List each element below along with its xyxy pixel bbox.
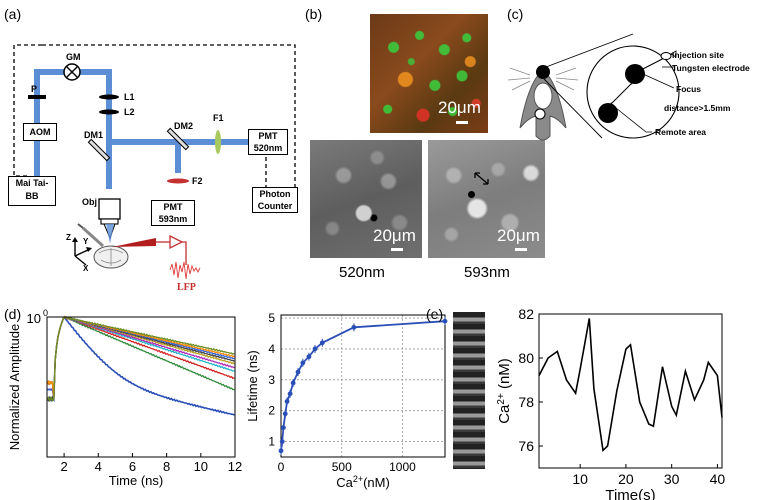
lfp-label: LFP bbox=[177, 282, 196, 293]
injection-site-label: Injection site bbox=[672, 50, 724, 60]
scale-label-520: 20μm bbox=[373, 226, 416, 245]
ca-xtick-label-0: 10 bbox=[572, 471, 588, 487]
photon-counter-box: Photon Counter bbox=[252, 187, 298, 213]
micrograph-593nm: 20μm bbox=[428, 140, 545, 258]
decay-ylabel: Normalized Amplitude bbox=[7, 324, 22, 450]
panel-label-a: (a) bbox=[4, 6, 22, 22]
decay-xtick-label-2: 6 bbox=[129, 459, 136, 474]
linescan-image bbox=[453, 312, 485, 469]
caption-520nm: 520nm bbox=[339, 264, 385, 281]
lifetime-xtick-label-1: 500 bbox=[332, 460, 352, 474]
decay-xtick-label-0: 2 bbox=[60, 459, 67, 474]
focus-label: Focus bbox=[676, 84, 702, 94]
lifetime-ytick-label-2: 3 bbox=[268, 373, 275, 387]
double-arrow-icon bbox=[474, 172, 489, 185]
decay-xtick-label-3: 8 bbox=[163, 459, 170, 474]
focus-dot bbox=[468, 191, 475, 198]
pmt520-box: PMT 520nm bbox=[248, 129, 288, 155]
decay-series-1 bbox=[46, 316, 235, 416]
l1-label: L1 bbox=[124, 92, 135, 102]
ca-ytick-label-1: 78 bbox=[518, 394, 534, 410]
decay-series-5 bbox=[46, 315, 235, 399]
scale-bar-593 bbox=[515, 248, 527, 251]
ca-xlabel: Time(s) bbox=[605, 487, 655, 500]
panel-label-c: (c) bbox=[507, 6, 524, 22]
decay-series-10 bbox=[46, 316, 235, 403]
ca-xtick-label-2: 30 bbox=[664, 471, 680, 487]
ca-xtick-label-1: 20 bbox=[618, 471, 634, 487]
distance-label: distance>1.5mm bbox=[664, 103, 731, 113]
aom-box: AOM bbox=[23, 123, 57, 141]
pmt593-box: PMT 593nm bbox=[151, 200, 195, 226]
ca-ytick-label-2: 80 bbox=[518, 350, 534, 366]
ca-ytick-label-3: 82 bbox=[518, 306, 534, 322]
lifetime-ytick-label-4: 5 bbox=[268, 311, 275, 325]
calcium-trace-chart: 76 78 80 82 10 20 30 40 Time(s) Ca2+ (nM) bbox=[496, 306, 726, 500]
decay-series-9 bbox=[46, 316, 235, 399]
panel-label-d: (d) bbox=[4, 306, 22, 322]
ca-series-line bbox=[538, 318, 723, 453]
lifetime-ytick-label-1: 2 bbox=[268, 404, 275, 418]
dm2-label: DM2 bbox=[174, 121, 194, 131]
decay-xlabel: Time (ns) bbox=[109, 473, 163, 488]
ca-ytick-label-0: 76 bbox=[518, 438, 534, 454]
decay-series-3 bbox=[46, 316, 235, 399]
f1-label: F1 bbox=[213, 113, 224, 123]
scale-label-593: 20μm bbox=[497, 226, 540, 245]
decay-xtick-label-1: 4 bbox=[95, 459, 102, 474]
ca-xtick-label-3: 40 bbox=[710, 471, 726, 487]
axis-x-label: X bbox=[83, 264, 89, 273]
decay-ytick-label-top: 10 bbox=[27, 311, 41, 326]
ca-ylabel: Ca2+ (nM) bbox=[496, 358, 514, 424]
decay-ytick-exponent: 0 bbox=[43, 308, 48, 318]
lifetime-ylabel: Lifetime (ns) bbox=[245, 350, 260, 422]
obj-label: Obj bbox=[82, 197, 97, 207]
dm1-label: DM1 bbox=[84, 130, 104, 140]
tungsten-electrode-label: Tungsten electrode bbox=[672, 63, 750, 73]
caption-593nm: 593nm bbox=[464, 264, 510, 281]
micrograph-520nm: 20μm bbox=[310, 140, 422, 258]
scale-bar-520 bbox=[391, 248, 403, 251]
lifetime-plot-frame bbox=[280, 314, 446, 458]
lifetime-xtick-label-2: 1000 bbox=[389, 460, 416, 474]
panel-label-e: (e) bbox=[426, 306, 444, 322]
decay-xtick-label-4: 10 bbox=[194, 459, 208, 474]
f2-label: F2 bbox=[192, 176, 203, 186]
laser-box: Mai Tai- BB bbox=[8, 176, 56, 206]
decay-plot-frame bbox=[46, 316, 236, 458]
ca-plot-frame bbox=[538, 313, 723, 469]
lifetime-series-line bbox=[280, 320, 446, 451]
merged-micrograph: 20μm bbox=[370, 14, 488, 133]
p-label: P bbox=[31, 84, 38, 94]
scale-bar-merged bbox=[456, 121, 468, 124]
axis-y-label: Y bbox=[83, 237, 89, 246]
lifetime-xtick-label-0: 0 bbox=[278, 460, 285, 474]
decay-xtick-label-5: 12 bbox=[228, 459, 242, 474]
axis-z-label: Z bbox=[66, 233, 71, 242]
remote-area-label: Remote area bbox=[655, 127, 707, 137]
recording-diagram bbox=[507, 33, 680, 141]
gm-label: GM bbox=[66, 52, 81, 62]
lifetime-xlabel: Ca2+(nM) bbox=[336, 474, 390, 490]
l2-label: L2 bbox=[124, 107, 135, 117]
scale-label-merged: 20μm bbox=[438, 98, 481, 117]
lifetime-ytick-label-3: 4 bbox=[268, 342, 275, 356]
lifetime-ytick-label-0: 1 bbox=[268, 435, 275, 449]
panel-label-b: (b) bbox=[305, 6, 323, 22]
